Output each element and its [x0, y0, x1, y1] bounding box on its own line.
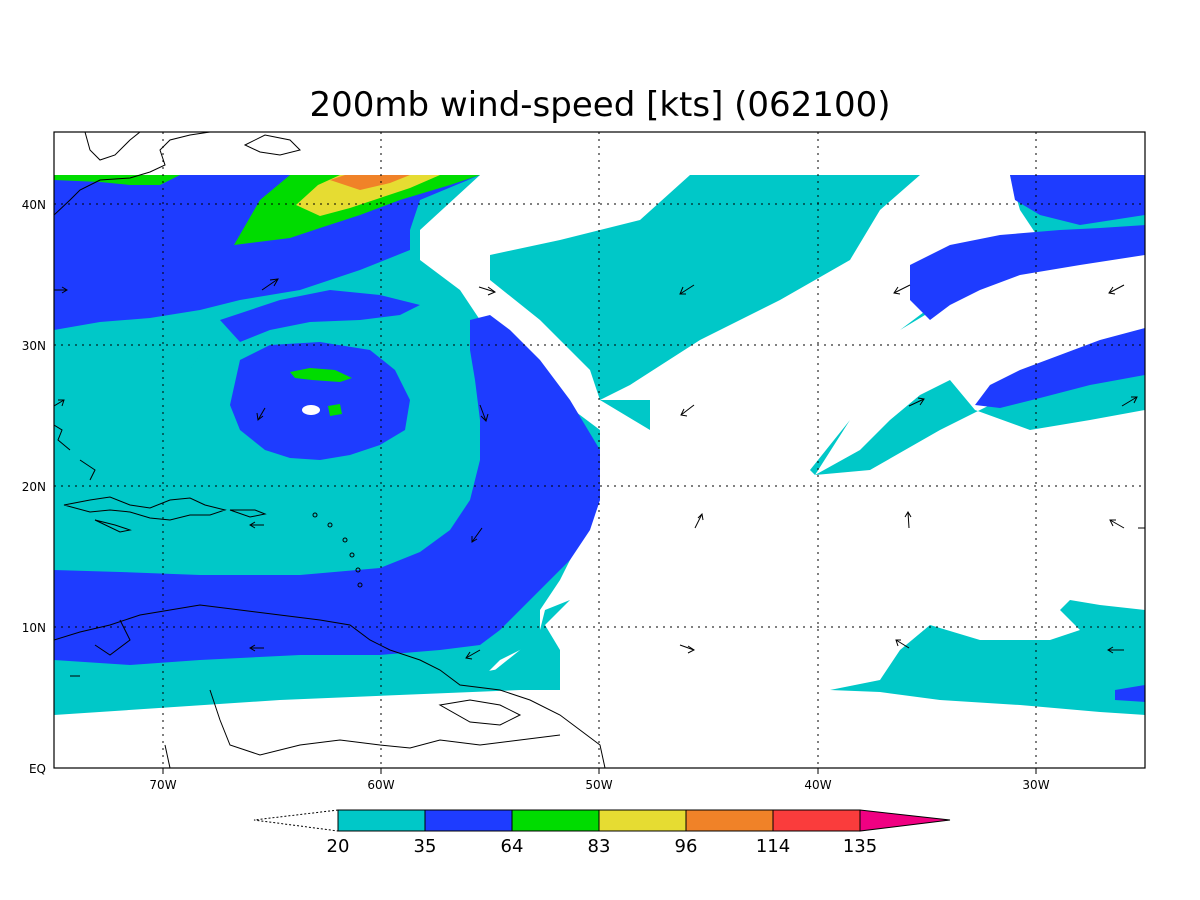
- vortex-eye: [302, 405, 320, 415]
- wind-arrow: [256, 407, 266, 421]
- y-tick-30n: 30N: [22, 339, 46, 353]
- shading-64kt: [54, 175, 480, 416]
- colorbar-label-64: 64: [501, 836, 524, 857]
- y-tick-40n: 40N: [22, 198, 46, 212]
- x-tick-marks: [162, 768, 1037, 774]
- colorbar-swatch-64: [511, 809, 600, 832]
- shading-83kt: [296, 175, 440, 216]
- wind-arrow: [54, 399, 65, 407]
- wind-arrow: [680, 404, 695, 417]
- colorbar-swatch-20: [337, 809, 426, 832]
- coastlines: [54, 132, 606, 768]
- map-title: 200mb wind-speed [kts] (062100): [310, 85, 891, 125]
- x-tick-70w: 70W: [149, 778, 176, 792]
- wind-arrow: [908, 397, 925, 407]
- colorbar-label-20: 20: [327, 836, 350, 857]
- y-tick-eq: EQ: [29, 762, 46, 776]
- colorbar-swatch-35: [424, 809, 513, 832]
- colorbar-swatch-114: [772, 809, 861, 832]
- wind-arrow: [261, 278, 279, 291]
- wind-arrow: [895, 639, 910, 649]
- wind-arrow: [478, 286, 497, 296]
- wind-arrow: [694, 512, 704, 529]
- colorbar-low-arrow: [253, 809, 339, 832]
- wind-vectors: [54, 278, 1145, 677]
- wind-arrow: [1107, 646, 1124, 654]
- shading-35kt: [54, 175, 1145, 702]
- wind-arrow: [471, 527, 483, 543]
- colorbar-label-114: 114: [756, 836, 790, 857]
- wind-arrow: [904, 511, 912, 529]
- colorbar-label-35: 35: [414, 836, 437, 857]
- plot-area: [54, 132, 1145, 768]
- colorbar-label-135: 135: [843, 836, 877, 857]
- y-axis-labels: EQ 10N 20N 30N 40N: [22, 198, 46, 776]
- wind-arrow: [249, 644, 264, 652]
- colorbar-swatch-83: [598, 809, 687, 832]
- wind-arrow: [679, 284, 695, 295]
- wind-arrow: [1108, 284, 1125, 295]
- shading-96kt: [330, 175, 410, 190]
- graticule: [54, 132, 1145, 768]
- wind-arrow: [479, 404, 489, 422]
- x-tick-30w: 30W: [1022, 778, 1049, 792]
- x-tick-40w: 40W: [804, 778, 831, 792]
- wind-arrow: [465, 649, 481, 660]
- wind-arrow: [1121, 396, 1138, 407]
- colorbar: 20 35 64 83 96 114 135: [253, 809, 951, 857]
- wind-arrow: [1109, 519, 1125, 529]
- wind-arrow: [893, 284, 911, 295]
- wind-arrow: [679, 644, 695, 654]
- y-tick-20n: 20N: [22, 480, 46, 494]
- colorbar-label-83: 83: [588, 836, 611, 857]
- wind-arrow: [249, 521, 264, 529]
- colorbar-label-96: 96: [675, 836, 698, 857]
- colorbar-swatch-96: [685, 809, 774, 832]
- colorbar-swatch-135: [859, 809, 951, 832]
- y-tick-10n: 10N: [22, 621, 46, 635]
- x-axis-labels: 70W 60W 50W 40W 30W: [149, 778, 1049, 792]
- wind-arrow: [54, 286, 68, 294]
- x-tick-60w: 60W: [367, 778, 394, 792]
- x-tick-50w: 50W: [585, 778, 612, 792]
